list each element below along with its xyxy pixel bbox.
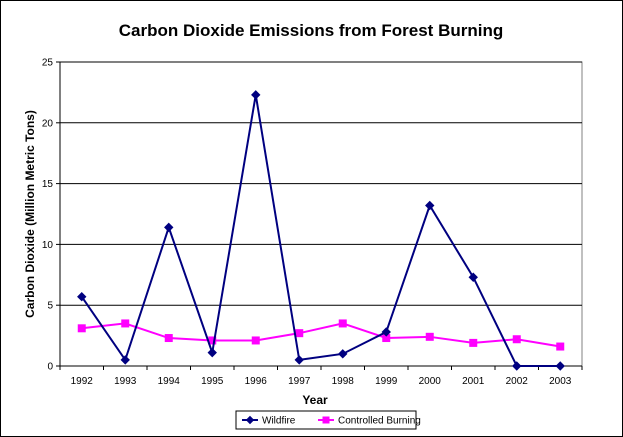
controlled-burning-point-1994 bbox=[164, 334, 173, 343]
wildfire-point-1994 bbox=[164, 222, 174, 233]
x-tick-label-1994: 1994 bbox=[158, 376, 181, 387]
controlled-burning-point-2003 bbox=[556, 342, 565, 351]
wildfire-point-2000 bbox=[425, 200, 435, 211]
wildfire-point-1997 bbox=[294, 355, 304, 365]
wildfire-point-1999 bbox=[381, 327, 391, 337]
gridlines bbox=[60, 61, 582, 306]
plot-area bbox=[59, 61, 583, 367]
y-tick-label-4: 20 bbox=[42, 118, 54, 129]
series-line-controlled-burning bbox=[81, 322, 561, 348]
controlled-burning-point-1998 bbox=[338, 319, 347, 328]
legend: Wildfire Controlled Burning bbox=[235, 410, 421, 430]
wildfire-point-2003 bbox=[555, 361, 565, 371]
x-tick-label-1993: 1993 bbox=[114, 376, 137, 387]
x-axis-label: Year bbox=[302, 393, 328, 407]
x-tick-label-1997: 1997 bbox=[288, 376, 311, 387]
x-tick-label-1999: 1999 bbox=[375, 376, 398, 387]
legend-label-wildfire: Wildfire bbox=[262, 416, 296, 427]
controlled-burning-point-1997 bbox=[295, 329, 304, 338]
controlled-burning-point-1996 bbox=[251, 336, 260, 345]
y-tick-label-0: 0 bbox=[47, 362, 53, 373]
y-axis-ticks: 0 5 10 15 20 25 bbox=[42, 58, 60, 373]
wildfire-point-2001 bbox=[468, 272, 478, 282]
legend-marker-wildfire bbox=[245, 415, 255, 425]
series-line-wildfire bbox=[80, 94, 561, 367]
x-tick-label-2000: 2000 bbox=[419, 376, 442, 387]
wildfire-point-2002 bbox=[512, 361, 522, 371]
controlled-burning-point-1992 bbox=[77, 324, 86, 333]
controlled-burning-point-2001 bbox=[469, 338, 478, 347]
y-axis-label: Carbon Dioxide (Million Metric Tons) bbox=[23, 110, 37, 318]
x-tick-label-1998: 1998 bbox=[332, 376, 355, 387]
x-tick-label-2001: 2001 bbox=[462, 376, 485, 387]
x-tick-label-1996: 1996 bbox=[245, 376, 268, 387]
wildfire-point-1995 bbox=[207, 347, 217, 358]
y-tick-label-5: 25 bbox=[42, 58, 54, 69]
legend-label-controlled-burning: Controlled Burning bbox=[338, 416, 421, 427]
legend-marker-controlled-burning bbox=[322, 416, 330, 424]
wildfire-point-1996 bbox=[251, 90, 261, 100]
series-wildfire bbox=[77, 90, 565, 371]
x-tick-label-1992: 1992 bbox=[71, 376, 94, 387]
y-tick-label-1: 5 bbox=[47, 301, 53, 312]
wildfire-point-1992 bbox=[77, 291, 87, 302]
x-tick-label-1995: 1995 bbox=[201, 376, 224, 387]
series-layer bbox=[77, 90, 565, 371]
controlled-burning-point-2000 bbox=[425, 332, 434, 341]
controlled-burning-point-2002 bbox=[512, 335, 521, 344]
x-axis-ticks: 1992 1993 1994 1995 1996 1997 1998 1999 2000 2001… bbox=[59, 366, 583, 387]
controlled-burning-point-1993 bbox=[121, 319, 130, 328]
y-tick-label-2: 10 bbox=[42, 240, 54, 251]
series-controlled-burning bbox=[77, 319, 565, 351]
y-tick-label-3: 15 bbox=[42, 179, 54, 190]
chart-title: Carbon Dioxide Emissions from Forest Bur… bbox=[119, 21, 503, 40]
x-tick-label-2003: 2003 bbox=[549, 376, 572, 387]
wildfire-point-1998 bbox=[338, 349, 348, 359]
x-tick-label-2002: 2002 bbox=[506, 376, 529, 387]
wildfire-point-1993 bbox=[120, 355, 130, 365]
